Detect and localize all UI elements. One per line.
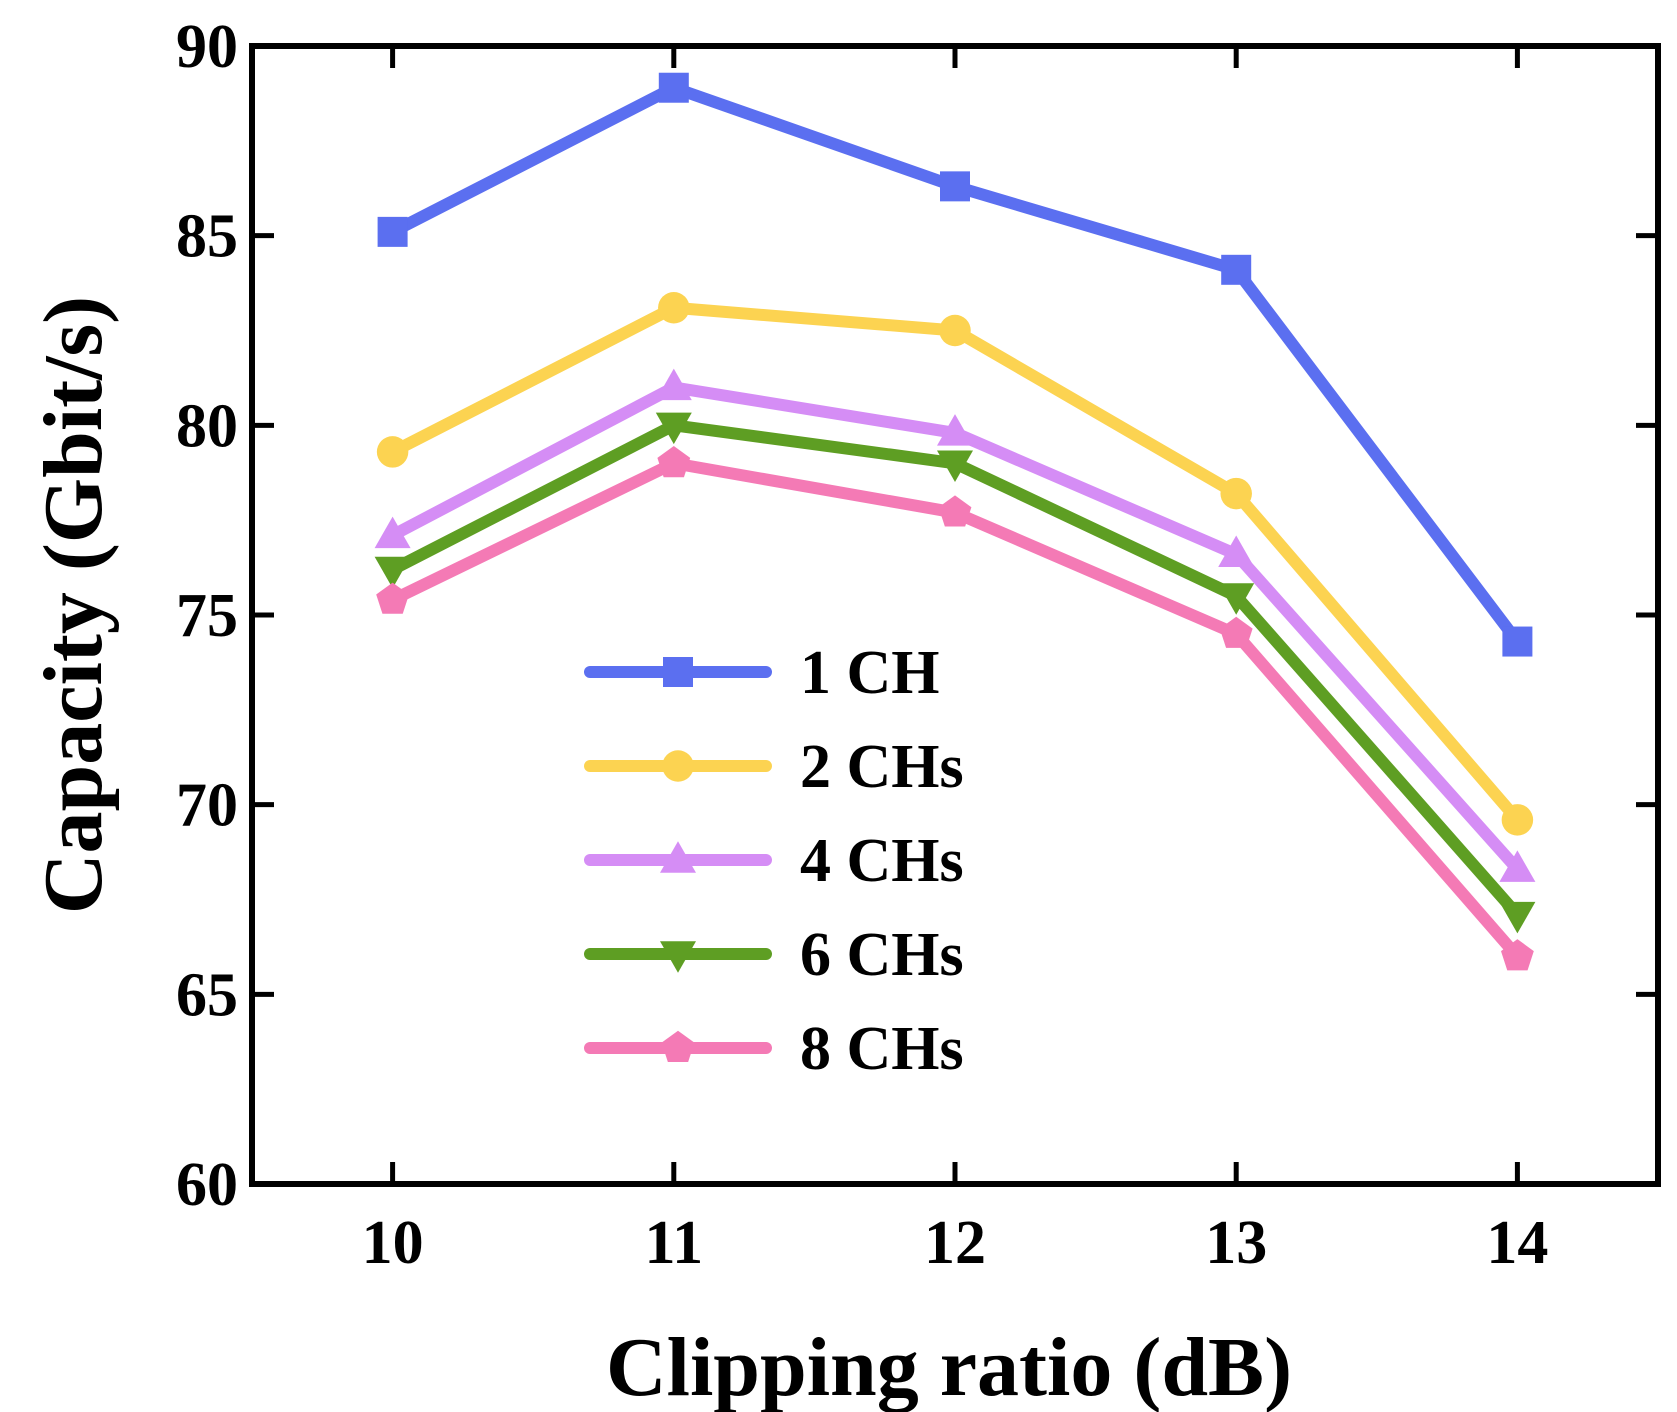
- legend-item: 2 CHs: [584, 733, 964, 801]
- data-point: [1499, 850, 1536, 882]
- data-point: [1220, 477, 1252, 510]
- legend-marker: [663, 657, 693, 687]
- series-4-chs: [374, 368, 1536, 882]
- y-tick-label: 75: [176, 582, 238, 650]
- x-tick-label: 10: [362, 1209, 424, 1277]
- series-1-ch: [377, 72, 1533, 657]
- legend-label: 1 CH: [800, 639, 940, 707]
- data-point: [937, 450, 973, 483]
- data-point: [1221, 254, 1252, 285]
- data-point: [374, 516, 411, 549]
- legend-item: 1 CH: [584, 639, 940, 707]
- legend-item: 8 CHs: [584, 1015, 964, 1083]
- x-tick-label: 11: [645, 1209, 704, 1277]
- data-point: [655, 412, 692, 445]
- series-6-chs: [374, 412, 1536, 934]
- legend-item: 4 CHs: [584, 827, 964, 895]
- data-point: [1501, 804, 1534, 836]
- legend-item: 6 CHs: [584, 921, 964, 989]
- data-point: [658, 72, 689, 103]
- legend-marker: [661, 1030, 695, 1062]
- x-tick-label: 13: [1205, 1209, 1267, 1277]
- series-layer: [374, 72, 1536, 971]
- legend-marker: [662, 750, 694, 782]
- plot-border: [249, 43, 1661, 1187]
- y-tick-label: 90: [176, 13, 238, 81]
- data-point: [657, 446, 691, 478]
- data-point: [1500, 939, 1534, 971]
- data-point: [1499, 901, 1536, 934]
- x-tick-label: 12: [924, 1209, 986, 1277]
- y-tick-label: 65: [176, 961, 238, 1029]
- data-point: [655, 368, 692, 401]
- data-point: [374, 556, 411, 589]
- y-tick-label: 70: [176, 772, 238, 840]
- legend-label: 2 CHs: [800, 733, 964, 801]
- x-axis-title: Clipping ratio (dB): [606, 1321, 1292, 1412]
- legend-label: 6 CHs: [800, 921, 964, 989]
- y-tick-label: 80: [176, 392, 238, 460]
- legend-marker: [660, 941, 696, 973]
- data-point: [938, 495, 972, 527]
- legend: 1 CH 2 CHs 4 CHs 6 CHs 8 CHs: [584, 639, 964, 1083]
- series-2-chs: [376, 291, 1534, 836]
- y-axis-title: Capacity (Gbit/s): [27, 296, 120, 914]
- data-point: [939, 314, 971, 347]
- plot-frame: [249, 43, 1661, 1187]
- data-point: [1219, 616, 1253, 648]
- legend-label: 8 CHs: [800, 1015, 964, 1083]
- data-point: [376, 436, 409, 468]
- legend-marker: [660, 841, 696, 873]
- data-point: [658, 291, 690, 324]
- data-point: [937, 414, 973, 446]
- data-point: [1218, 535, 1255, 568]
- legend-label: 4 CHs: [800, 827, 964, 895]
- data-point: [377, 216, 408, 247]
- data-point: [1502, 626, 1533, 657]
- series-8-chs: [376, 446, 1534, 971]
- data-point: [1218, 583, 1255, 615]
- y-tick-label: 85: [176, 203, 238, 271]
- y-tick-label: 60: [176, 1151, 238, 1219]
- data-point: [376, 582, 410, 614]
- x-tick-label: 14: [1486, 1209, 1548, 1277]
- axes-layer: 60 65 70 75 80 85 90 10 11 12 13 14: [176, 13, 1658, 1277]
- data-point: [940, 171, 970, 202]
